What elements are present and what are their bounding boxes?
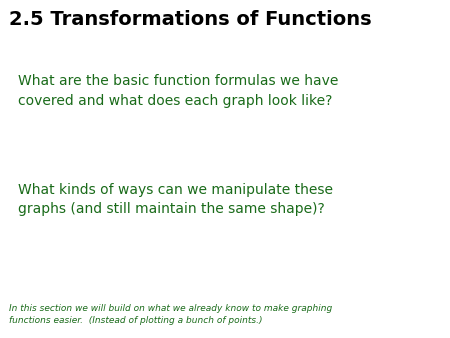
Text: 2.5 Transformations of Functions: 2.5 Transformations of Functions	[9, 10, 372, 29]
Text: In this section we will build on what we already know to make graphing
functions: In this section we will build on what we…	[9, 304, 332, 325]
Text: What are the basic function formulas we have
covered and what does each graph lo: What are the basic function formulas we …	[18, 74, 338, 108]
Text: What kinds of ways can we manipulate these
graphs (and still maintain the same s: What kinds of ways can we manipulate the…	[18, 183, 333, 216]
